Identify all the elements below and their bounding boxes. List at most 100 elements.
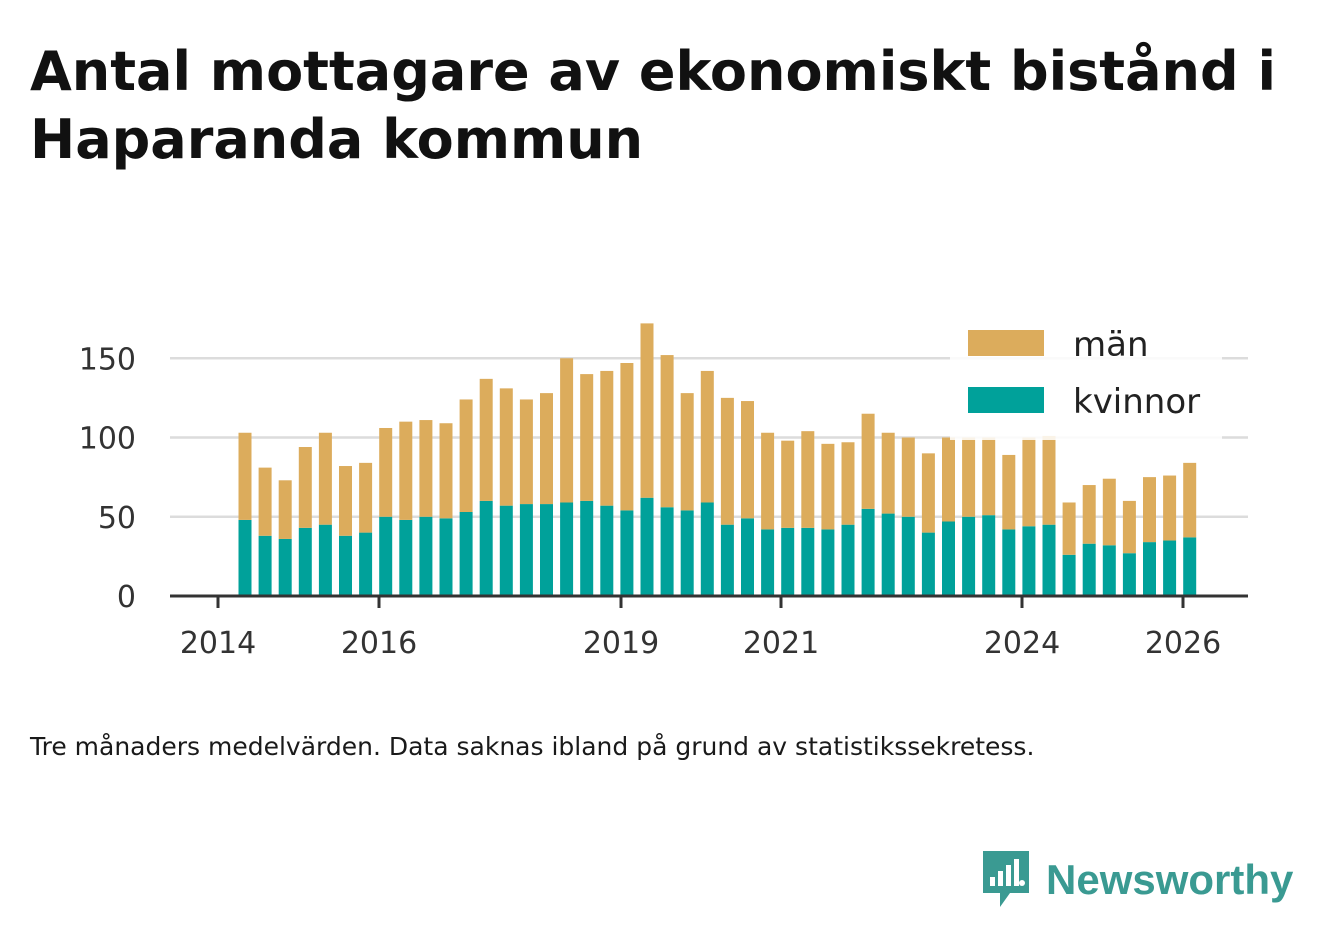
bar-kvinnor bbox=[258, 535, 272, 596]
bar-kvinnor bbox=[660, 507, 674, 596]
bar-man bbox=[680, 393, 694, 511]
bar-kvinnor bbox=[318, 524, 332, 596]
x-tick-label: 2021 bbox=[743, 626, 819, 661]
bar-man bbox=[1122, 500, 1136, 554]
bar-man bbox=[499, 388, 513, 506]
newsworthy-bar-chart-icon bbox=[983, 851, 1029, 907]
bar-man bbox=[962, 437, 976, 517]
bar-kvinnor bbox=[1082, 543, 1096, 596]
bar-man bbox=[921, 453, 935, 533]
bar-man bbox=[399, 421, 413, 520]
footnote: Tre månaders medelvärden. Data saknas ib… bbox=[30, 732, 1035, 761]
bar-man bbox=[620, 363, 634, 511]
stacked-bar-chart: 0 50 100 150 2014 2016 2019 2021 2024 2026 män kv… bbox=[78, 318, 1248, 661]
bar-man bbox=[1062, 502, 1076, 555]
bar-man bbox=[258, 467, 272, 536]
x-tick-label: 2016 bbox=[341, 626, 417, 661]
bar-kvinnor bbox=[379, 516, 393, 596]
bar-man bbox=[298, 447, 312, 528]
y-tick-label: 100 bbox=[79, 422, 136, 457]
bar-kvinnor bbox=[439, 518, 453, 596]
bar-man bbox=[700, 370, 714, 503]
chart-title: Antal mottagare av ekonomiskt bistånd i … bbox=[30, 40, 1276, 171]
bar-kvinnor bbox=[1122, 553, 1136, 596]
legend-label: män bbox=[1073, 325, 1149, 365]
bar-kvinnor bbox=[1042, 524, 1056, 596]
bar-kvinnor bbox=[821, 529, 835, 596]
bar-man bbox=[982, 437, 996, 516]
bar-man bbox=[1183, 462, 1197, 538]
bar-man bbox=[540, 393, 553, 505]
x-tick-label: 2014 bbox=[180, 626, 256, 661]
bar-kvinnor bbox=[680, 510, 694, 596]
bar-kvinnor bbox=[459, 511, 473, 596]
bar-man bbox=[901, 437, 915, 517]
bar-man bbox=[720, 397, 734, 525]
bar-kvinnor bbox=[801, 527, 815, 596]
bar-man bbox=[379, 427, 393, 517]
bar-man bbox=[801, 431, 815, 528]
bar-man bbox=[741, 401, 754, 519]
y-tick-label: 150 bbox=[79, 342, 136, 377]
bar-kvinnor bbox=[1062, 554, 1076, 596]
bar-kvinnor bbox=[1022, 526, 1036, 596]
bar-man bbox=[660, 355, 674, 508]
bar-kvinnor bbox=[781, 527, 795, 596]
bar-kvinnor bbox=[640, 497, 654, 596]
bar-man bbox=[359, 462, 373, 533]
bar-man bbox=[1082, 485, 1096, 544]
bar-man bbox=[881, 432, 895, 514]
bar-man bbox=[339, 466, 352, 536]
bar-man bbox=[761, 432, 775, 530]
bar-kvinnor bbox=[479, 500, 493, 596]
x-tick-label: 2026 bbox=[1145, 626, 1221, 661]
bar-man bbox=[821, 443, 835, 530]
x-tick-label: 2019 bbox=[583, 626, 659, 661]
bar-kvinnor bbox=[962, 516, 976, 596]
bar-man bbox=[1042, 435, 1056, 525]
bar-kvinnor bbox=[720, 524, 734, 596]
bar-man bbox=[1163, 475, 1177, 541]
bar-kvinnor bbox=[841, 524, 855, 596]
bar-kvinnor bbox=[761, 529, 775, 596]
y-axis-ticks: 0 50 100 150 bbox=[79, 342, 136, 615]
bar-kvinnor bbox=[419, 516, 433, 596]
bar-kvinnor bbox=[540, 504, 553, 596]
bar-kvinnor bbox=[399, 519, 413, 596]
bar-kvinnor bbox=[359, 532, 373, 596]
bar-kvinnor bbox=[519, 504, 533, 596]
bar-man bbox=[861, 413, 875, 509]
bar-man bbox=[1102, 478, 1116, 546]
bar-kvinnor bbox=[499, 505, 513, 596]
bar-kvinnor bbox=[339, 535, 352, 596]
bar-kvinnor bbox=[741, 518, 754, 596]
bar-man bbox=[600, 370, 614, 506]
bar-man bbox=[1022, 437, 1036, 527]
y-tick-label: 0 bbox=[117, 580, 136, 615]
bar-kvinnor bbox=[1102, 545, 1116, 596]
bar-kvinnor bbox=[1002, 529, 1016, 596]
bar-kvinnor bbox=[278, 538, 292, 596]
bar-man bbox=[479, 378, 493, 501]
legend: män kvinnor bbox=[950, 318, 1222, 440]
bar-kvinnor bbox=[580, 500, 594, 596]
bar-man bbox=[459, 399, 473, 512]
bar-man bbox=[781, 440, 795, 528]
bar-man bbox=[318, 432, 332, 525]
bar-kvinnor bbox=[881, 513, 895, 596]
bar-kvinnor bbox=[298, 527, 312, 596]
bar-man bbox=[560, 358, 574, 503]
y-tick-label: 50 bbox=[98, 501, 136, 536]
bar-kvinnor bbox=[700, 502, 714, 596]
bar-man bbox=[841, 442, 855, 525]
newsworthy-logo[interactable]: Newsworthy bbox=[980, 848, 1293, 912]
legend-swatch-man bbox=[968, 330, 1044, 356]
bar-man bbox=[278, 480, 292, 539]
bar-kvinnor bbox=[1163, 540, 1177, 596]
bar-man bbox=[1002, 454, 1016, 530]
bar-kvinnor bbox=[861, 508, 875, 596]
legend-label: kvinnor bbox=[1073, 382, 1200, 422]
bar-man bbox=[580, 374, 594, 501]
bars bbox=[238, 323, 1197, 596]
legend-swatch-kvinnor bbox=[968, 387, 1044, 413]
